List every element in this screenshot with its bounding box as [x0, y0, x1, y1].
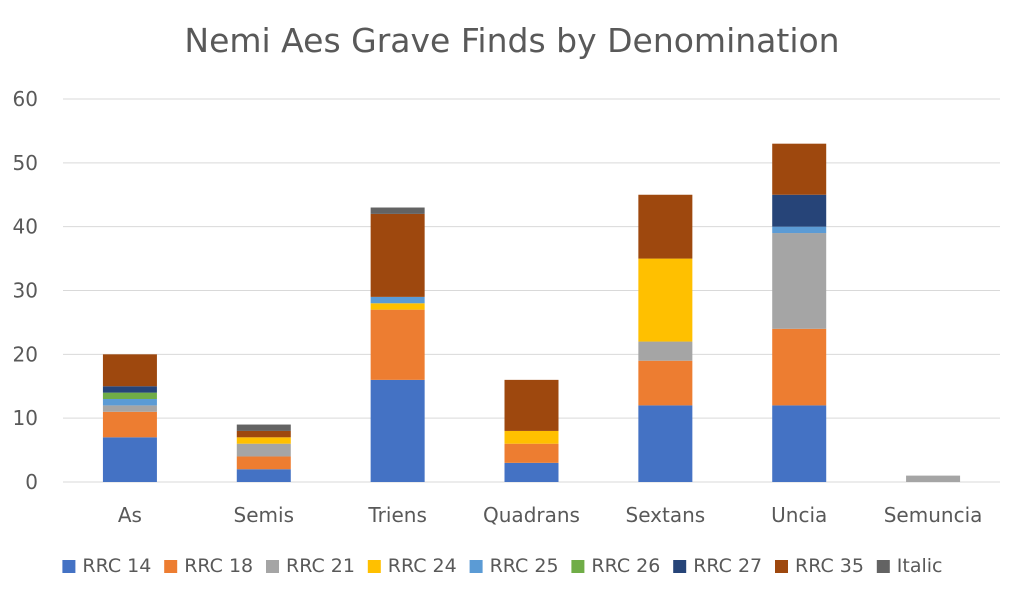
legend-item: RRC 21: [266, 555, 355, 577]
bar-segment: [370, 296, 425, 304]
bar-segment: [370, 207, 425, 214]
x-tick-label: Sextans: [626, 503, 706, 527]
legend-label: Italic: [897, 555, 943, 577]
legend-swatch: [367, 560, 381, 573]
legend-swatch: [571, 560, 585, 573]
legend-swatch: [164, 560, 178, 573]
legend-item: RRC 14: [62, 555, 151, 577]
legend-item: RRC 27: [673, 555, 762, 577]
bar-segment: [236, 430, 291, 438]
bar-segment: [370, 303, 425, 310]
bar-segment: [236, 424, 291, 431]
bar-segment: [504, 443, 559, 463]
y-tick-label: 50: [13, 151, 38, 175]
bar-segment: [102, 411, 157, 438]
bar-segment: [772, 233, 827, 329]
bar-segment: [102, 437, 157, 482]
x-axis-ticks: As Semis Triens Quadrans Sextans Uncia Semunci…: [118, 503, 983, 527]
bar-segment: [772, 226, 827, 234]
legend-label: RRC 35: [795, 555, 864, 577]
bar-segment: [638, 194, 693, 259]
bar-segment: [772, 328, 827, 406]
bar-segment: [504, 379, 559, 431]
legend-item: RRC 26: [571, 555, 660, 577]
bar-segment: [236, 456, 291, 470]
bar-segment: [236, 469, 291, 482]
y-tick-label: 0: [25, 470, 38, 494]
bar-segment: [906, 475, 961, 482]
bar-segment: [638, 360, 693, 406]
legend-label: RRC 18: [184, 555, 253, 577]
y-tick-label: 10: [13, 406, 38, 430]
y-axis-ticks: 0 10 20 30 40 50 60: [13, 87, 38, 494]
bar-segment: [236, 437, 291, 444]
bar-segment: [504, 462, 559, 482]
x-tick-label: As: [118, 503, 142, 527]
legend-item: RRC 25: [469, 555, 559, 577]
bar-segment: [236, 443, 291, 457]
legend-label: RRC 14: [82, 555, 151, 577]
legend-item: RRC 18: [164, 555, 253, 577]
x-tick-label: Triens: [367, 503, 426, 527]
x-tick-label: Uncia: [771, 503, 827, 527]
bar-segment: [772, 143, 827, 195]
bar-segment: [102, 386, 157, 393]
x-tick-label: Semuncia: [884, 503, 983, 527]
legend-swatch: [876, 560, 890, 573]
legend-item: Italic: [876, 555, 943, 577]
legend-label: RRC 25: [490, 555, 559, 577]
legend-swatch: [62, 560, 76, 573]
legend-label: RRC 24: [388, 555, 457, 577]
legend-swatch: [673, 560, 687, 573]
bar-segment: [102, 399, 157, 406]
legend: RRC 14 RRC 18 RRC 21 RRC 24 RRC 25 RRC 26 RRC …: [62, 555, 943, 577]
bar-segment: [102, 405, 157, 412]
bar-segment: [102, 354, 157, 387]
legend-swatch: [266, 560, 279, 573]
legend-item: RRC 24: [367, 555, 457, 577]
bar-segment: [638, 405, 693, 482]
legend-label: RRC 26: [591, 555, 660, 577]
legend-swatch: [775, 560, 788, 573]
y-tick-label: 60: [13, 87, 38, 111]
y-tick-label: 30: [13, 279, 38, 303]
x-tick-label: Semis: [234, 503, 294, 527]
y-tick-label: 40: [13, 215, 38, 239]
bar-segment: [772, 194, 827, 227]
bar-segment: [638, 258, 693, 342]
legend-label: RRC 27: [693, 555, 762, 577]
bar-segment: [638, 341, 693, 361]
bar-segment: [370, 213, 425, 297]
bar-segment: [370, 379, 425, 482]
legend-swatch: [469, 560, 483, 573]
bar-segment: [772, 405, 827, 482]
bar-segment: [504, 430, 559, 444]
chart-title: Nemi Aes Grave Finds by Denomination: [184, 21, 839, 60]
x-tick-label: Quadrans: [483, 503, 580, 527]
legend-item: RRC 35: [775, 555, 864, 577]
bar-segment: [370, 309, 425, 380]
bar-segment: [102, 392, 157, 400]
gridlines: [63, 98, 1000, 483]
legend-label: RRC 21: [286, 555, 355, 577]
y-tick-label: 20: [13, 342, 38, 366]
bars: [102, 143, 961, 482]
